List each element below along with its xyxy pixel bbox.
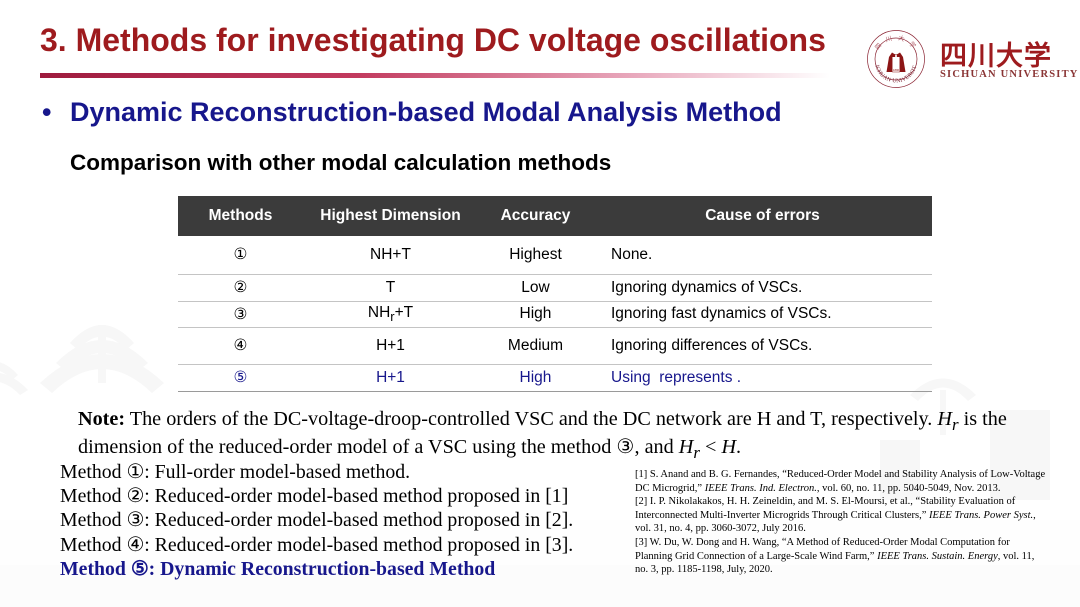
svg-text:1896: 1896 [893, 68, 900, 72]
svg-text:四 川 大 学: 四 川 大 学 [874, 34, 919, 51]
